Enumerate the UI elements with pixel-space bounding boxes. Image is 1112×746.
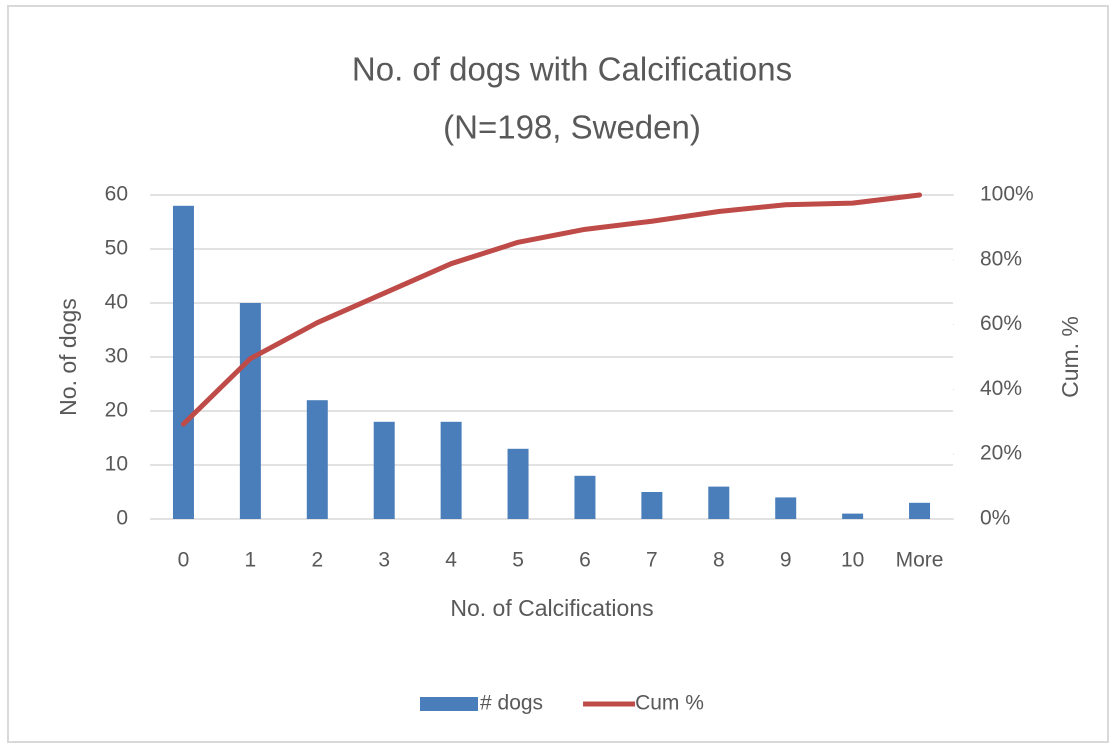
legend-label: # dogs (480, 692, 543, 715)
x-tick-label: 2 (311, 549, 323, 572)
bar (775, 497, 797, 519)
line (180, 192, 923, 427)
y2-axis-label: Cum. % (1057, 316, 1083, 398)
y-axis-label: No. of dogs (55, 298, 81, 416)
y-tick-label: 60 (105, 183, 128, 206)
y2-tick-label: 0% (980, 507, 1010, 530)
x-tick-label: More (896, 549, 944, 572)
bar (574, 475, 596, 519)
x-tick-label: 4 (445, 549, 457, 572)
x-tick-label: 6 (579, 549, 591, 572)
y2-tick-label: 20% (980, 442, 1022, 465)
x-tick-label: 5 (512, 549, 524, 572)
y-tick-label: 30 (105, 345, 128, 368)
y-tick-label: 10 (105, 453, 128, 476)
y-tick-label: 50 (105, 237, 128, 260)
bar (172, 205, 194, 520)
chart-title: (N=198, Sweden) (443, 109, 701, 146)
x-tick-label: 10 (841, 549, 864, 572)
x-tick-label: 3 (378, 549, 390, 572)
bar (440, 421, 462, 519)
bar (306, 400, 328, 519)
x-tick-label: 1 (245, 549, 257, 572)
bar (641, 492, 663, 519)
y-tick-label: 20 (105, 399, 128, 422)
y2-tick-label: 100% (980, 183, 1034, 206)
y-tick-label: 0 (116, 507, 128, 530)
y2-tick-label: 40% (980, 377, 1022, 400)
legend-swatch (420, 697, 478, 711)
bar (842, 513, 864, 519)
x-tick-label: 0 (178, 549, 190, 572)
x-tick-label: 8 (713, 549, 725, 572)
legend-label: Cum % (635, 692, 704, 715)
y2-tick-label: 80% (980, 247, 1022, 270)
bar (507, 448, 529, 519)
x-tick-label: 9 (780, 549, 792, 572)
chart-title: No. of dogs with Calcifications (352, 51, 792, 88)
y2-tick-label: 60% (980, 312, 1022, 335)
bar (708, 486, 730, 519)
x-tick-label: 7 (646, 549, 658, 572)
bar (239, 303, 261, 519)
y-tick-label: 40 (105, 291, 128, 314)
bar (909, 502, 931, 519)
bar (373, 421, 395, 519)
x-axis-label: No. of Calcifications (450, 595, 653, 621)
